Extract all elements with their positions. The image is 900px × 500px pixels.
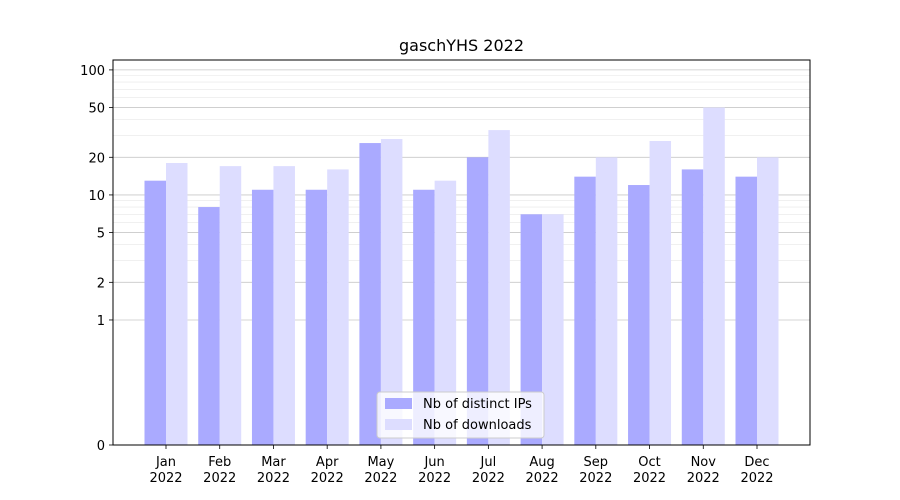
- bar-distinct-ips: [413, 189, 435, 445]
- x-tick-label: 2022: [418, 471, 451, 486]
- x-tick-label: 2022: [526, 471, 559, 486]
- x-tick-label: Dec: [744, 455, 769, 470]
- bar-distinct-ips: [520, 214, 543, 445]
- x-tick-label: Jan: [155, 455, 176, 470]
- x-tick-label: 2022: [203, 471, 236, 486]
- legend-label: Nb of distinct IPs: [423, 397, 532, 412]
- y-tick-label: 2: [97, 276, 105, 291]
- bar-downloads: [219, 166, 242, 445]
- legend: Nb of distinct IPs Nb of downloads: [376, 391, 545, 439]
- y-tick-label: 5: [97, 227, 105, 242]
- bar-downloads: [327, 169, 349, 445]
- bar-distinct-ips: [574, 176, 596, 445]
- y-tick-label: 0: [97, 439, 105, 454]
- x-tick-label: Feb: [208, 455, 231, 470]
- bar-distinct-ips: [144, 180, 166, 445]
- legend-swatch: [385, 398, 412, 409]
- bar-distinct-ips: [251, 189, 274, 445]
- bar-distinct-ips: [681, 169, 704, 445]
- bar-downloads: [166, 163, 188, 445]
- x-tick-label: Aug: [529, 455, 554, 470]
- y-tick-label: 20: [88, 151, 105, 166]
- x-tick-label: Mar: [261, 455, 286, 470]
- x-tick-label: Jun: [423, 455, 444, 470]
- bar-distinct-ips: [735, 176, 757, 445]
- x-tick-label: Apr: [316, 455, 339, 470]
- x-tick-label: Oct: [638, 455, 660, 470]
- x-tick-label: Nov: [691, 455, 717, 470]
- x-tick-label: 2022: [472, 471, 505, 486]
- y-tick-label: 50: [88, 102, 105, 117]
- bar-downloads: [273, 166, 295, 445]
- bar-downloads: [757, 157, 779, 445]
- x-tick-label: 2022: [311, 471, 344, 486]
- bar-downloads: [703, 107, 725, 446]
- bar-distinct-ips: [628, 185, 650, 445]
- plot-frame: [112, 59, 811, 446]
- x-tick-label: Jul: [480, 455, 497, 470]
- y-tick-label: 100: [80, 64, 105, 79]
- legend-box: [376, 391, 545, 439]
- x-tick-label: 2022: [579, 471, 612, 486]
- bar-distinct-ips: [198, 207, 220, 445]
- x-axis: Jan2022Feb2022Mar2022Apr2022May2022Jun20…: [149, 445, 774, 486]
- bar-downloads: [542, 214, 564, 445]
- x-tick-label: 2022: [364, 471, 397, 486]
- bar-layer: [144, 107, 779, 446]
- bar-downloads: [649, 140, 672, 445]
- x-tick-label: 2022: [633, 471, 666, 486]
- x-tick-label: May: [367, 455, 394, 470]
- x-tick-label: 2022: [149, 471, 182, 486]
- bar-downloads: [595, 157, 618, 445]
- x-tick-label: 2022: [687, 471, 720, 486]
- bar-distinct-ips: [359, 143, 381, 445]
- y-axis: 0 1 2 5 10 20 50 100: [80, 64, 113, 454]
- bar-downloads: [380, 139, 403, 445]
- bar-distinct-ips: [466, 157, 489, 445]
- x-tick-label: Sep: [584, 455, 609, 470]
- x-tick-label: 2022: [740, 471, 773, 486]
- legend-swatch: [385, 419, 412, 430]
- bar-downloads: [488, 130, 510, 445]
- x-tick-label: 2022: [257, 471, 290, 486]
- chart-title: gaschYHS 2022: [399, 36, 524, 55]
- legend-label: Nb of downloads: [423, 418, 532, 433]
- bar-distinct-ips: [305, 189, 328, 445]
- bar-downloads: [434, 180, 457, 445]
- y-tick-label: 1: [97, 314, 105, 329]
- y-tick-label: 10: [88, 189, 105, 204]
